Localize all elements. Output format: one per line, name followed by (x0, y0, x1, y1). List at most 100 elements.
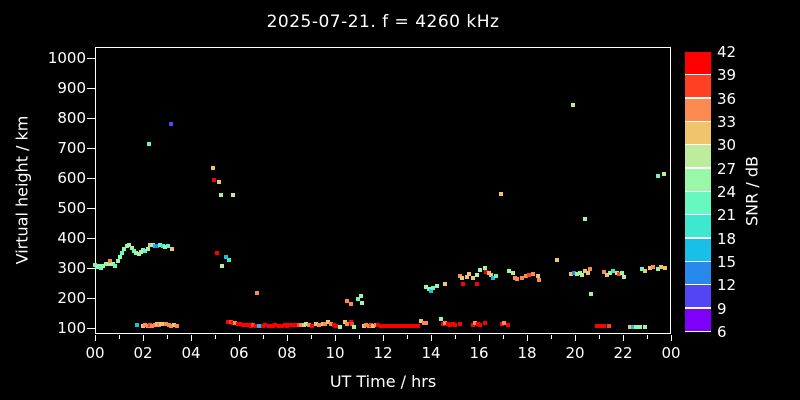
data-point (580, 273, 584, 277)
data-point (170, 247, 174, 251)
colorbar-segment (685, 99, 711, 121)
y-tick-label: 800 (57, 109, 86, 127)
x-major-tick (575, 335, 576, 341)
data-point (412, 324, 416, 328)
data-point (475, 282, 479, 286)
data-point (254, 324, 258, 328)
data-point (483, 266, 487, 270)
colorbar-segment (685, 75, 711, 97)
data-point (531, 272, 535, 276)
x-minor-tick (503, 335, 504, 339)
data-point (381, 324, 385, 328)
data-point (588, 267, 592, 271)
data-point (345, 322, 349, 326)
data-point (146, 247, 150, 251)
data-point (164, 322, 168, 326)
data-point (175, 324, 179, 328)
data-point (586, 271, 590, 275)
x-minor-tick (551, 335, 552, 339)
data-point (659, 265, 663, 269)
x-major-tick (287, 335, 288, 341)
x-minor-tick (311, 335, 312, 339)
data-point (448, 323, 452, 327)
y-major-tick (87, 328, 95, 329)
data-point (640, 267, 644, 271)
colorbar-tick-label: 9 (717, 300, 727, 318)
data-point (215, 251, 219, 255)
data-point (478, 268, 482, 272)
data-point (364, 323, 368, 327)
data-point (555, 258, 559, 262)
x-major-tick (431, 335, 432, 341)
data-point (435, 284, 439, 288)
data-point (663, 266, 667, 270)
data-point (314, 322, 318, 326)
x-major-tick (95, 335, 96, 341)
data-point (602, 270, 606, 274)
colorbar-tick-label: 12 (717, 276, 737, 294)
x-minor-tick (407, 335, 408, 339)
data-point (467, 272, 471, 276)
data-point (520, 276, 524, 280)
data-point (99, 266, 103, 270)
data-point (634, 325, 638, 329)
data-point (147, 142, 151, 146)
x-major-tick (191, 335, 192, 341)
colorbar-segment (685, 122, 711, 144)
colorbar-segment (685, 145, 711, 167)
x-minor-tick (455, 335, 456, 339)
data-point (622, 275, 626, 279)
y-major-tick (87, 178, 95, 179)
y-tick-label: 200 (57, 289, 86, 307)
data-point (499, 192, 503, 196)
x-major-tick (239, 335, 240, 341)
data-point (130, 246, 134, 250)
data-point (385, 324, 389, 328)
y-major-tick (87, 88, 95, 89)
y-major-tick (87, 238, 95, 239)
x-tick-label: 18 (517, 344, 537, 362)
data-point (287, 323, 291, 327)
y-tick-label: 500 (57, 199, 86, 217)
data-point (507, 269, 511, 273)
data-point (148, 243, 152, 247)
data-point (257, 324, 261, 328)
x-major-tick (527, 335, 528, 341)
data-point (307, 323, 311, 327)
colorbar-segment (685, 169, 711, 191)
data-point (388, 324, 392, 328)
data-point (227, 258, 231, 262)
colorbar-segment (685, 52, 711, 74)
colorbar-tick-label: 18 (717, 230, 737, 248)
data-point (409, 324, 413, 328)
data-point (277, 324, 281, 328)
colorbar-segment (685, 192, 711, 214)
data-point (326, 320, 330, 324)
data-point (662, 172, 666, 176)
x-axis-title: UT Time / hrs (329, 372, 437, 391)
data-point (458, 322, 462, 326)
data-point (371, 324, 375, 328)
x-tick-label: 12 (373, 344, 393, 362)
data-point (494, 274, 498, 278)
data-point (575, 272, 579, 276)
data-point (475, 273, 479, 277)
y-major-tick (87, 148, 95, 149)
y-tick-label: 600 (57, 169, 86, 187)
x-minor-tick (599, 335, 600, 339)
x-major-tick (383, 335, 384, 341)
data-point (502, 321, 506, 325)
x-tick-label: 00 (661, 344, 681, 362)
data-point (280, 324, 284, 328)
data-point (107, 262, 111, 266)
colorbar-tick-label: 27 (717, 160, 737, 178)
data-point (607, 324, 611, 328)
x-major-tick (479, 335, 480, 341)
data-point (583, 217, 587, 221)
x-tick-label: 20 (565, 344, 585, 362)
colorbar-tick-label: 33 (717, 113, 737, 131)
data-point (461, 282, 465, 286)
data-point (595, 324, 599, 328)
colorbar-tick-label: 6 (717, 323, 727, 341)
